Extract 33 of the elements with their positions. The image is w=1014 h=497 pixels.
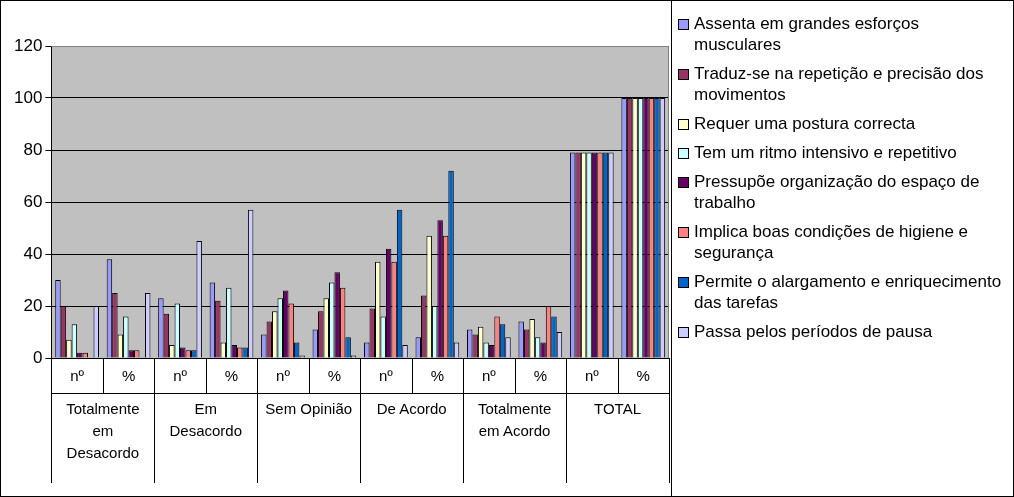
text: Totalmente em Acordo	[477, 399, 552, 439]
y-tick-label: 60	[23, 191, 43, 211]
legend-label: Passa pelos períodos de pausa	[694, 321, 933, 342]
text: Totalmente em Desacordo	[66, 399, 140, 461]
x-tick-label: nº	[379, 367, 394, 385]
x-tick-label: nº	[584, 367, 600, 385]
y-tick-label: 100	[13, 87, 43, 107]
y-tick-label: 20	[23, 295, 43, 315]
text: De Acordo	[376, 399, 447, 417]
text: Sem Opinião	[265, 399, 353, 417]
x-tick-label: nº	[173, 367, 188, 385]
legend-label: Assenta em grandes esforços musculares	[694, 13, 920, 55]
x-tick-label: %	[121, 367, 136, 385]
y-tick-label: 80	[23, 139, 43, 159]
y-tick-label: 40	[23, 243, 43, 263]
x-tick-label: nº	[276, 367, 291, 385]
legend-label: Requer uma postura correcta	[694, 113, 916, 134]
text: TOTAL	[594, 399, 642, 417]
legend-label: Tem um ritmo intensivo e repetitivo	[694, 142, 957, 163]
x-tick-label: %	[636, 367, 650, 385]
x-tick-label: nº	[70, 367, 85, 385]
y-tick-label: 120	[13, 35, 43, 55]
text: Em Desacordo	[169, 399, 243, 439]
x-tick-label: %	[533, 367, 547, 385]
x-tick-label: %	[224, 367, 239, 385]
legend-label: Traduz-se na repetição e precisão dos movimentos	[694, 63, 985, 105]
x-tick-label: nº	[481, 367, 497, 385]
y-tick-label: 0	[32, 347, 43, 367]
x-tick-label: %	[430, 367, 445, 385]
legend-label: Implica boas condições de higiene e segurança	[694, 221, 970, 263]
legend-label: Pressupõe organização do espaço de trabalho	[694, 171, 981, 213]
legend-label: Permite o alargamento e enriquecimento das tarefas	[694, 271, 1003, 313]
x-tick-label: %	[327, 367, 342, 385]
